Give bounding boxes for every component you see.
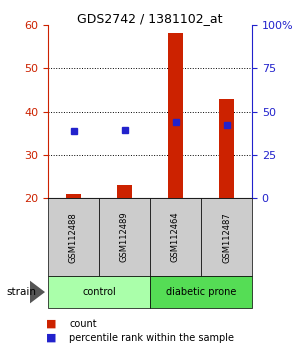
- Text: ■: ■: [46, 319, 56, 329]
- Text: GSM112487: GSM112487: [222, 212, 231, 263]
- Text: GSM112464: GSM112464: [171, 212, 180, 263]
- Bar: [66, 194, 81, 198]
- Bar: [117, 185, 132, 198]
- Text: GDS2742 / 1381102_at: GDS2742 / 1381102_at: [77, 12, 223, 25]
- Text: percentile rank within the sample: percentile rank within the sample: [69, 333, 234, 343]
- Text: ■: ■: [46, 333, 56, 343]
- Text: strain: strain: [6, 287, 36, 297]
- Text: control: control: [82, 287, 116, 297]
- Polygon shape: [30, 281, 45, 303]
- Text: diabetic prone: diabetic prone: [166, 287, 236, 297]
- Bar: [168, 33, 183, 198]
- Text: GSM112489: GSM112489: [120, 212, 129, 263]
- Text: GSM112488: GSM112488: [69, 212, 78, 263]
- Text: count: count: [69, 319, 97, 329]
- Bar: [219, 98, 234, 198]
